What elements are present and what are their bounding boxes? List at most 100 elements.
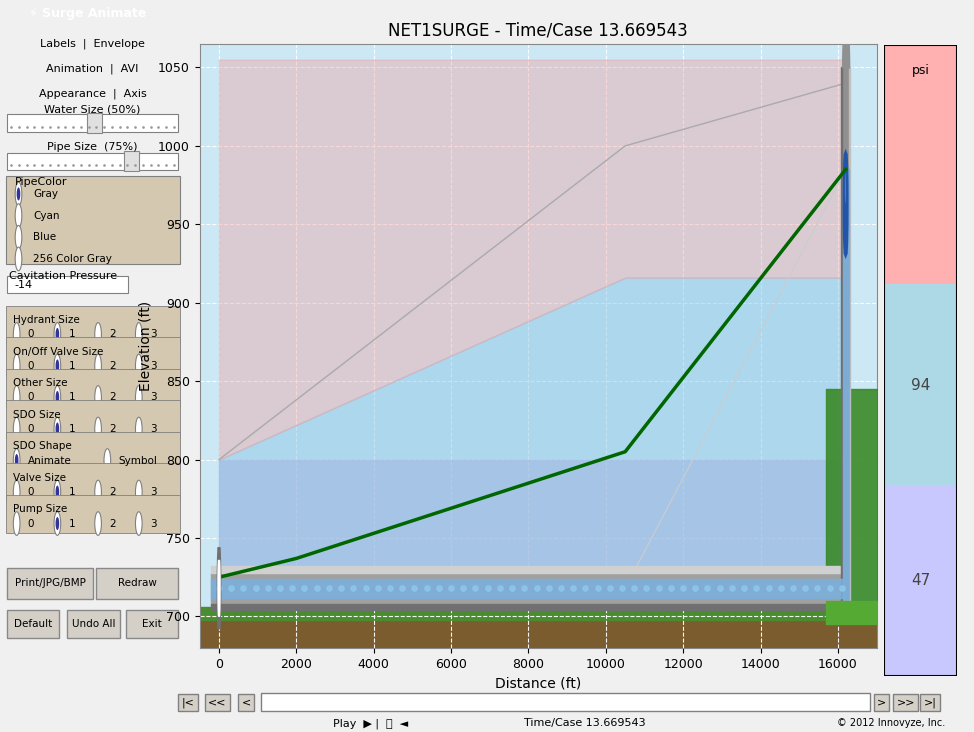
Text: Labels  |  Envelope: Labels | Envelope: [40, 39, 145, 50]
Title: NET1SURGE - Time/Case 13.669543: NET1SURGE - Time/Case 13.669543: [389, 21, 688, 40]
Text: Water Size (50%): Water Size (50%): [45, 104, 140, 114]
Circle shape: [104, 449, 111, 472]
Circle shape: [94, 480, 101, 504]
Text: 0: 0: [27, 361, 34, 371]
Bar: [884, 486, 957, 676]
Text: Exit: Exit: [142, 619, 162, 629]
Text: 2: 2: [109, 361, 116, 371]
Text: 0: 0: [27, 329, 34, 340]
Bar: [884, 285, 957, 486]
FancyBboxPatch shape: [6, 176, 179, 264]
Text: 1: 1: [68, 518, 75, 529]
Circle shape: [16, 225, 21, 249]
Text: 2: 2: [109, 424, 116, 434]
Text: 1: 1: [68, 361, 75, 371]
Circle shape: [56, 328, 59, 341]
Circle shape: [14, 417, 20, 441]
Circle shape: [56, 517, 59, 530]
Circle shape: [54, 480, 60, 504]
Wedge shape: [218, 560, 219, 589]
FancyBboxPatch shape: [6, 495, 179, 533]
Circle shape: [135, 480, 142, 504]
Text: <: <: [242, 698, 251, 708]
Text: ⚡ Surge Animate: ⚡ Surge Animate: [29, 7, 147, 20]
Bar: [884, 45, 957, 285]
Text: >: >: [877, 698, 886, 708]
Text: On/Off Valve Size: On/Off Valve Size: [13, 346, 103, 356]
Text: Hydrant Size: Hydrant Size: [13, 315, 80, 325]
Text: 2: 2: [109, 487, 116, 497]
Text: 3: 3: [150, 329, 157, 340]
Circle shape: [15, 454, 19, 467]
Text: Animation  |  AVI: Animation | AVI: [47, 64, 138, 75]
Text: 1: 1: [68, 487, 75, 497]
Text: 0: 0: [27, 424, 34, 434]
Text: Cyan: Cyan: [33, 211, 59, 220]
Text: 3: 3: [150, 392, 157, 403]
Wedge shape: [218, 589, 219, 616]
FancyBboxPatch shape: [66, 610, 120, 638]
Text: SDO Size: SDO Size: [13, 410, 60, 419]
FancyBboxPatch shape: [6, 400, 179, 438]
Circle shape: [14, 354, 20, 378]
Text: 1: 1: [68, 392, 75, 403]
Text: 1: 1: [68, 424, 75, 434]
Text: Print/JPG/BMP: Print/JPG/BMP: [15, 578, 86, 589]
FancyBboxPatch shape: [8, 610, 59, 638]
Circle shape: [54, 512, 60, 535]
Circle shape: [17, 187, 20, 201]
Text: Pipe Size  (75%): Pipe Size (75%): [48, 142, 137, 152]
Text: Redraw: Redraw: [118, 578, 157, 589]
FancyBboxPatch shape: [126, 610, 177, 638]
Circle shape: [14, 449, 20, 472]
Circle shape: [14, 480, 20, 504]
Text: Valve Size: Valve Size: [13, 473, 66, 482]
Circle shape: [844, 154, 846, 254]
Text: psi: psi: [912, 64, 930, 77]
Text: 94: 94: [912, 378, 930, 393]
FancyBboxPatch shape: [261, 692, 870, 711]
FancyBboxPatch shape: [96, 567, 177, 599]
Text: Time/Case 13.669543: Time/Case 13.669543: [524, 718, 645, 728]
Circle shape: [16, 203, 21, 228]
Circle shape: [135, 354, 142, 378]
Text: 1: 1: [68, 329, 75, 340]
Circle shape: [54, 417, 60, 441]
FancyBboxPatch shape: [8, 114, 177, 132]
Text: SDO Shape: SDO Shape: [13, 441, 72, 451]
Circle shape: [56, 422, 59, 436]
Circle shape: [56, 485, 59, 498]
FancyBboxPatch shape: [6, 337, 179, 376]
Text: -14: -14: [15, 280, 33, 290]
Circle shape: [135, 323, 142, 346]
Circle shape: [135, 417, 142, 441]
FancyBboxPatch shape: [8, 276, 128, 293]
Text: 47: 47: [912, 573, 930, 589]
FancyBboxPatch shape: [6, 369, 179, 407]
Text: 3: 3: [150, 424, 157, 434]
Circle shape: [54, 354, 60, 378]
Text: >|: >|: [923, 698, 937, 708]
FancyBboxPatch shape: [6, 463, 179, 501]
Circle shape: [94, 386, 101, 409]
FancyBboxPatch shape: [124, 152, 139, 171]
Text: 0: 0: [27, 487, 34, 497]
Text: Play  ▶ |  ⏸  ◄: Play ▶ | ⏸ ◄: [332, 718, 408, 728]
Text: 0: 0: [27, 518, 34, 529]
Y-axis label: Elevation (ft): Elevation (ft): [138, 301, 153, 391]
Text: Pump Size: Pump Size: [13, 504, 67, 514]
Circle shape: [94, 417, 101, 441]
Text: Symbol: Symbol: [119, 455, 158, 466]
FancyBboxPatch shape: [8, 567, 93, 599]
Circle shape: [56, 359, 59, 373]
Circle shape: [14, 386, 20, 409]
Circle shape: [94, 354, 101, 378]
Text: 0: 0: [27, 392, 34, 403]
Circle shape: [94, 323, 101, 346]
Text: >>: >>: [897, 698, 915, 708]
Circle shape: [14, 512, 20, 535]
Circle shape: [14, 323, 20, 346]
Circle shape: [218, 548, 220, 629]
Text: 256 Color Gray: 256 Color Gray: [33, 254, 112, 264]
Text: 2: 2: [109, 392, 116, 403]
